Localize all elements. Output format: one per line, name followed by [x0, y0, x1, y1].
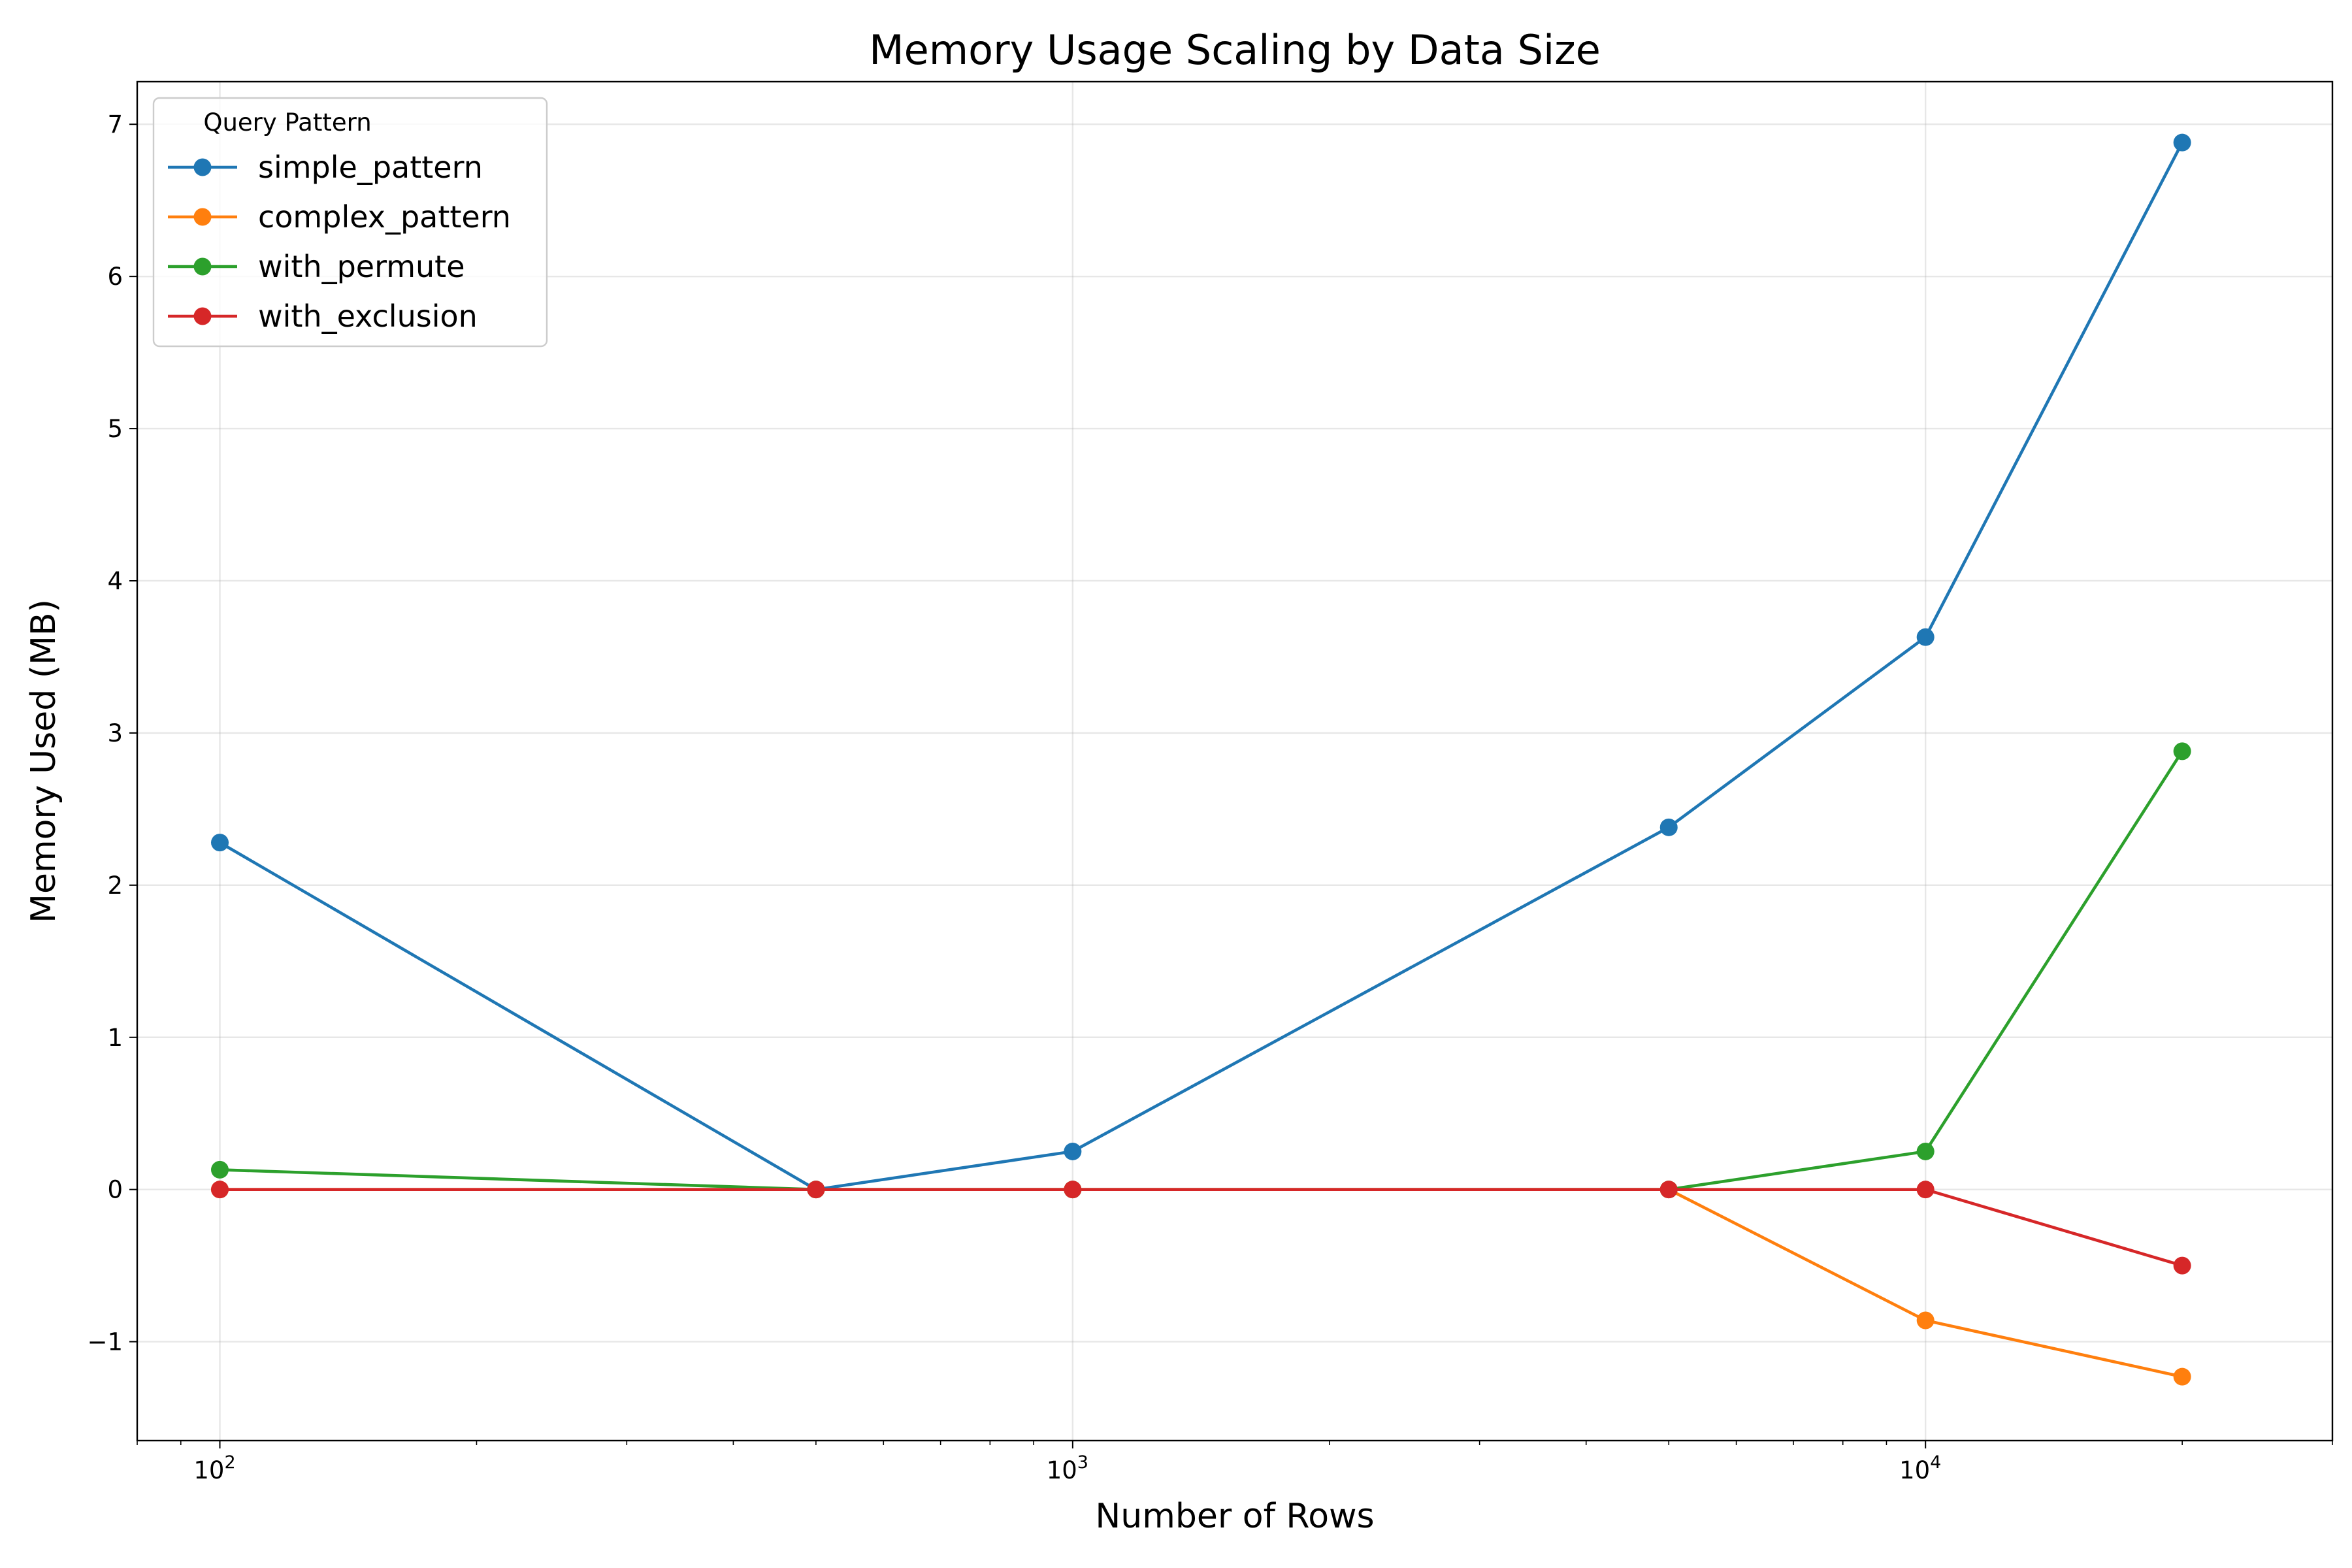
y-tick-label: −1	[87, 1328, 123, 1356]
data-point	[2173, 133, 2191, 152]
x-tick-label: 104	[1899, 1452, 1941, 1484]
y-tick-label: 3	[107, 719, 123, 747]
x-tick-base: 10	[1047, 1456, 1077, 1484]
series-line	[219, 142, 2184, 1191]
y-tick-label: 1	[107, 1024, 123, 1052]
legend-box	[152, 97, 548, 348]
x-tick-label: 102	[193, 1452, 235, 1484]
y-tick-label: 5	[107, 415, 123, 443]
data-point	[1916, 1142, 1935, 1160]
data-point	[1916, 1181, 1935, 1199]
legend-item-complex_pattern: complex_pattern	[168, 199, 511, 235]
legend-item-with_permute: with_permute	[168, 249, 465, 284]
data-point	[211, 1181, 229, 1199]
y-tick-label: 2	[107, 872, 123, 900]
data-point	[1064, 1142, 1082, 1160]
data-point	[1064, 1181, 1082, 1199]
y-tick-label: 7	[107, 110, 123, 139]
y-axis-label: Memory Used (MB)	[24, 599, 63, 923]
series-line	[220, 1188, 2183, 1379]
series-line	[220, 1188, 2183, 1267]
legend-label: with_permute	[258, 249, 465, 284]
legend: Query Pattern simple_pattern complex_patt…	[152, 97, 548, 348]
legend-item-with_exclusion: with_exclusion	[168, 299, 478, 334]
data-point	[2173, 1367, 2191, 1386]
y-tick-label: 4	[107, 567, 123, 595]
data-point	[807, 1181, 825, 1199]
data-point	[211, 1160, 229, 1179]
chart-title: Memory Usage Scaling by Data Size	[869, 26, 1601, 74]
x-tick-exponent: 3	[1077, 1452, 1088, 1473]
legend-swatch-marker	[193, 307, 212, 325]
legend-item-simple_pattern: simple_pattern	[168, 150, 483, 185]
y-tick-label: 0	[107, 1176, 123, 1204]
series-line	[220, 750, 2184, 1191]
series-simple_pattern	[211, 133, 2191, 1199]
y-tick-label: 6	[107, 263, 123, 291]
legend-label: with_exclusion	[258, 299, 478, 334]
plot-frame	[136, 80, 2334, 1442]
x-tick-label: 103	[1047, 1452, 1088, 1484]
legend-swatch-marker	[193, 257, 212, 276]
legend-title: Query Pattern	[203, 108, 371, 137]
legend-items: simple_pattern complex_pattern with_permut…	[168, 150, 511, 334]
data-point	[2173, 742, 2191, 760]
x-tick-exponent: 4	[1930, 1452, 1941, 1473]
series-with_permute	[211, 742, 2191, 1199]
data-point	[1916, 628, 1935, 646]
data-point	[1659, 1181, 1678, 1199]
data-point	[211, 834, 229, 852]
data-point	[1659, 818, 1678, 836]
x-axis-label: Number of Rows	[1095, 1497, 1374, 1536]
legend-swatch-marker	[193, 208, 212, 226]
series-complex_pattern	[211, 1181, 2191, 1386]
x-tick-base: 10	[1899, 1456, 1930, 1484]
x-tick-exponent: 2	[224, 1452, 235, 1473]
data-point	[1916, 1311, 1935, 1330]
legend-label: complex_pattern	[258, 199, 511, 235]
data-point	[2173, 1256, 2191, 1275]
legend-label: simple_pattern	[258, 150, 483, 185]
series-with_exclusion	[211, 1181, 2191, 1275]
x-tick-base: 10	[193, 1456, 224, 1484]
plot-series	[211, 133, 2191, 1386]
legend-swatch-marker	[193, 158, 212, 176]
